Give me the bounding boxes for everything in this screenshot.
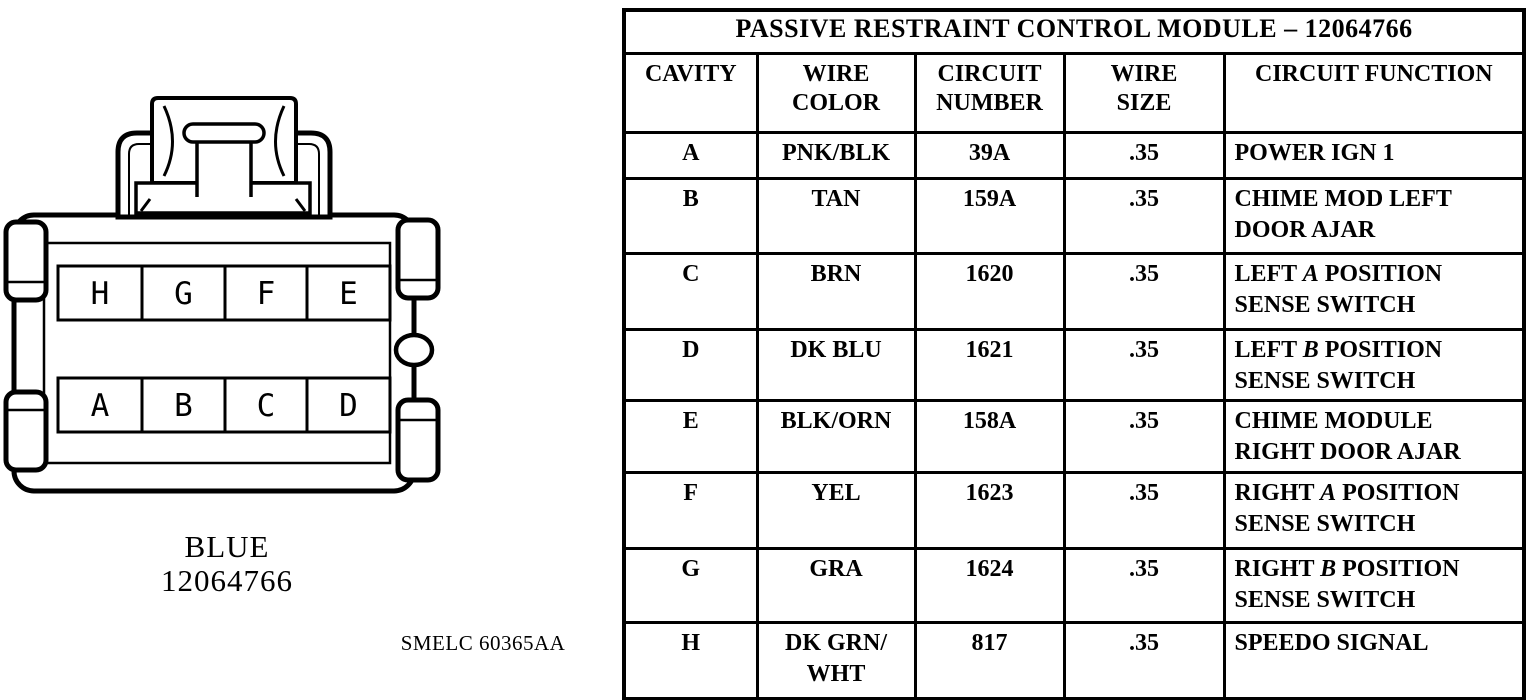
connector-body-outline xyxy=(11,212,417,494)
cavity-cell: G xyxy=(622,547,759,624)
circuit-function-cell: CHIME MOD LEFT DOOR AJAR xyxy=(1222,177,1526,255)
table-row: D DK BLU 1621 .35 LEFT B POSITION SENSE … xyxy=(622,328,1526,402)
wire-size-cell: .35 xyxy=(1062,547,1226,624)
pin-label: E xyxy=(339,276,358,312)
circuit-function-cell: RIGHT A POSITION SENSE SWITCH xyxy=(1222,471,1526,550)
pin-label: F xyxy=(257,276,276,312)
circuit-number-cell: 1623 xyxy=(913,471,1066,550)
pin-label: A xyxy=(91,388,110,424)
index-notch xyxy=(393,332,435,368)
table-row: B TAN 159A .35 CHIME MOD LEFT DOOR AJAR xyxy=(622,177,1526,255)
pin-row-bottom xyxy=(56,376,392,434)
wire-size-cell: .35 xyxy=(1062,252,1226,331)
wire-color-cell: DK GRN/ WHT xyxy=(755,621,917,700)
circuit-number-cell: 159A xyxy=(913,177,1066,255)
table-row: C BRN 1620 .35 LEFT A POSITION SENSE SWI… xyxy=(622,252,1526,331)
cavity-cell: A xyxy=(622,131,759,180)
pin-label: C xyxy=(257,388,276,424)
pin-label: G xyxy=(174,276,193,312)
wire-size-cell: .35 xyxy=(1062,177,1226,255)
table-title-row: PASSIVE RESTRAINT CONTROL MODULE – 12064… xyxy=(622,8,1526,55)
connector-diagram: H G F E A B C D xyxy=(3,96,441,494)
connector-color-label: BLUE xyxy=(184,529,270,564)
cavity-cell: E xyxy=(622,399,759,474)
circuit-function-cell: CHIME MODULE RIGHT DOOR AJAR xyxy=(1222,399,1526,474)
wire-color-cell: DK BLU xyxy=(755,328,917,402)
circuit-number-cell: 39A xyxy=(913,131,1066,180)
pin-label: D xyxy=(339,388,358,424)
pinout-table: PASSIVE RESTRAINT CONTROL MODULE – 12064… xyxy=(622,8,1527,700)
table-row: A PNK/BLK 39A .35 POWER IGN 1 xyxy=(622,131,1526,180)
connector-part-number: 12064766 xyxy=(161,563,293,598)
latch-clip xyxy=(134,96,312,215)
wire-size-cell: .35 xyxy=(1062,621,1226,700)
connector-inner-wall xyxy=(42,241,392,465)
circuit-number-cell: 817 xyxy=(913,621,1066,700)
table-title: PASSIVE RESTRAINT CONTROL MODULE – 12064… xyxy=(622,8,1526,55)
cavity-cell: B xyxy=(622,177,759,255)
wire-color-cell: BLK/ORN xyxy=(755,399,917,474)
table-row: F YEL 1623 .35 RIGHT A POSITION SENSE SW… xyxy=(622,471,1526,550)
pin-label: B xyxy=(174,388,193,424)
wire-size-cell: .35 xyxy=(1062,399,1226,474)
circuit-number-cell: 1621 xyxy=(913,328,1066,402)
column-header-cavity: CAVITY xyxy=(622,52,759,134)
wire-color-cell: BRN xyxy=(755,252,917,331)
circuit-number-cell: 1624 xyxy=(913,547,1066,624)
cavity-cell: C xyxy=(622,252,759,331)
table-row: H DK GRN/ WHT 817 .35 SPEEDO SIGNAL xyxy=(622,621,1526,700)
wire-size-cell: .35 xyxy=(1062,471,1226,550)
wire-color-cell: GRA xyxy=(755,547,917,624)
table-row: G GRA 1624 .35 RIGHT B POSITION SENSE SW… xyxy=(622,547,1526,624)
circuit-function-cell: LEFT A POSITION SENSE SWITCH xyxy=(1222,252,1526,331)
wire-color-cell: PNK/BLK xyxy=(755,131,917,180)
circuit-function-cell: SPEEDO SIGNAL xyxy=(1222,621,1526,700)
column-header-wire-color: WIRE COLOR xyxy=(755,52,917,134)
wire-size-cell: .35 xyxy=(1062,328,1226,402)
circuit-function-cell: RIGHT B POSITION SENSE SWITCH xyxy=(1222,547,1526,624)
pin-label: H xyxy=(91,276,110,312)
column-header-wire-size: WIRE SIZE xyxy=(1062,52,1226,134)
circuit-function-cell: LEFT B POSITION SENSE SWITCH xyxy=(1222,328,1526,402)
cavity-cell: D xyxy=(622,328,759,402)
table-row: E BLK/ORN 158A .35 CHIME MODULE RIGHT DO… xyxy=(622,399,1526,474)
column-header-circuit-number: CIRCUIT NUMBER xyxy=(913,52,1066,134)
circuit-function-cell: POWER IGN 1 xyxy=(1222,131,1526,180)
column-header-circuit-function: CIRCUIT FUNCTION xyxy=(1222,52,1526,134)
side-tabs xyxy=(3,217,441,483)
cavity-cell: F xyxy=(622,471,759,550)
cavity-cell: H xyxy=(622,621,759,700)
circuit-number-cell: 1620 xyxy=(913,252,1066,331)
circuit-number-cell: 158A xyxy=(913,399,1066,474)
reference-code: SMELC 60365AA xyxy=(400,631,566,655)
pin-row-top xyxy=(56,264,392,322)
table-header-row: CAVITY WIRE COLOR CIRCUIT NUMBER WIRE SI… xyxy=(622,52,1526,134)
wire-color-cell: YEL xyxy=(755,471,917,550)
wire-color-cell: TAN xyxy=(755,177,917,255)
wire-size-cell: .35 xyxy=(1062,131,1226,180)
